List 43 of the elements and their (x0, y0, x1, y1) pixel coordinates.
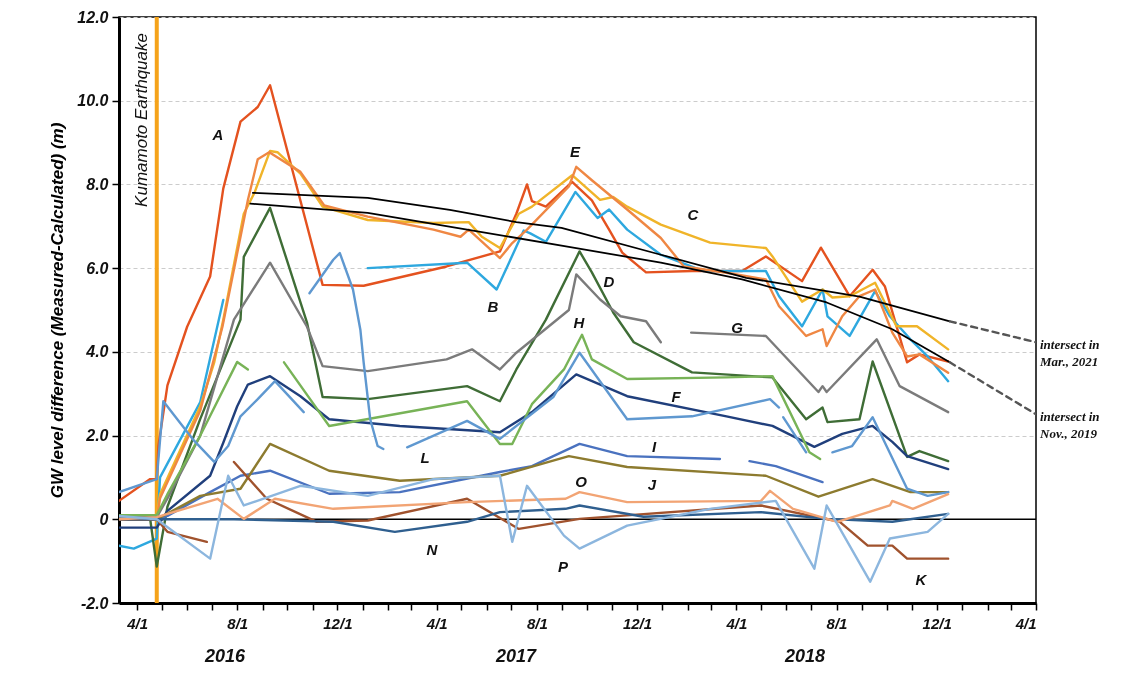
annotation: G (731, 319, 744, 336)
y-axis-title: GW level difference (Measured-Calculated) (m) (48, 122, 68, 499)
line-series (119, 474, 950, 583)
annotation: H (573, 314, 586, 331)
x-tick-label: 8/1 (526, 614, 548, 632)
annotation: C (687, 206, 700, 223)
annotation: K (915, 571, 928, 588)
x-tick-label: 12/1 (922, 614, 952, 632)
y-tick-label: 4.0 (85, 343, 109, 361)
annotation: N (426, 541, 439, 558)
annotation: I (651, 438, 657, 455)
text: 2016 (203, 646, 247, 666)
annotation: J (647, 476, 657, 493)
y-tick-label: -2.0 (80, 594, 109, 612)
y-tick-label: 0 (99, 510, 109, 528)
x-tick-label: 12/1 (323, 614, 353, 632)
annotation: E (569, 143, 581, 160)
text: intersect in Mar., 2021 (1039, 337, 1100, 369)
annotation: O (575, 473, 588, 490)
y-tick-label: 12.0 (77, 8, 109, 26)
x-tick-label: 8/1 (227, 614, 249, 632)
annotation: D (603, 273, 615, 290)
x-tick-label: 4/1 (1014, 614, 1037, 632)
annotation: B (487, 298, 499, 315)
line-series (119, 373, 950, 529)
y-tick-label: 6.0 (86, 259, 109, 277)
y-tick-label: 10.0 (77, 92, 109, 110)
text: 2017 (494, 646, 538, 666)
annotation: P (557, 558, 569, 575)
line-series (119, 489, 950, 523)
annotation: A (211, 126, 224, 143)
x-tick-label: 8/1 (826, 614, 848, 632)
x-tick-label: 4/1 (725, 614, 748, 632)
x-tick-label: 12/1 (622, 614, 653, 632)
annotation: L (420, 449, 430, 466)
annotation: F (671, 388, 682, 405)
y-tick-label: 2.0 (85, 427, 109, 445)
x-tick-label: 4/1 (425, 614, 448, 632)
text: intersect in Nov., 2019 (1039, 409, 1100, 441)
y-tick-label: 8.0 (86, 175, 109, 193)
x-tick-label: 4/1 (126, 614, 148, 632)
text: 2018 (783, 646, 826, 666)
ref-line-label: Kumamoto Earthquake (131, 33, 151, 207)
